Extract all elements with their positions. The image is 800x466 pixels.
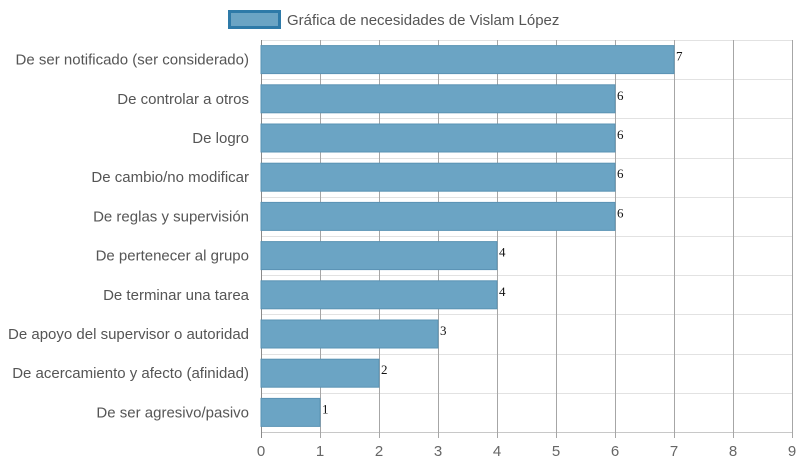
- value-label: 1: [322, 401, 329, 416]
- value-label: 4: [499, 284, 506, 299]
- bar-de-reglas-y-supervision: [260, 201, 616, 231]
- value-label: 6: [617, 166, 624, 181]
- bar-de-acercamiento-y-afecto-afinidad: [260, 358, 380, 388]
- bar-de-ser-notificado-ser-considerado: [260, 45, 675, 75]
- value-label: 6: [617, 88, 624, 103]
- bar-de-terminar-una-tarea: [260, 280, 498, 310]
- category-label: De controlar a otros: [117, 91, 249, 108]
- value-label: 6: [617, 205, 624, 220]
- x-tick-label: 1: [316, 443, 324, 460]
- legend-label: Gráfica de necesidades de Vislam López: [287, 12, 559, 29]
- x-tick-label: 6: [611, 443, 619, 460]
- value-label: 2: [381, 362, 388, 377]
- x-tick-label: 8: [729, 443, 737, 460]
- labels: 0 1 2 3 4 5 6 7 8 9 De ser notificado (ser conside…: [8, 49, 796, 460]
- x-tick-label: 9: [788, 443, 796, 460]
- x-tick-label: 4: [493, 443, 501, 460]
- legend-item[interactable]: Gráfica de necesidades de Vislam López: [228, 10, 560, 30]
- x-tick-label: 0: [257, 443, 265, 460]
- bar-de-logro: [260, 123, 616, 153]
- category-label: De ser agresivo/pasivo: [96, 404, 249, 421]
- value-label: 7: [676, 49, 683, 64]
- x-tick-label: 2: [375, 443, 383, 460]
- value-label: 4: [499, 245, 506, 260]
- category-label: De apoyo del supervisor o autoridad: [8, 326, 249, 343]
- category-label: De reglas y supervisión: [93, 208, 249, 225]
- bar-de-controlar-a-otros: [260, 84, 616, 114]
- category-label: De ser notificado (ser considerado): [16, 52, 249, 69]
- bar-de-ser-agresivo-pasivo: [260, 397, 321, 427]
- x-tick-label: 3: [434, 443, 442, 460]
- x-tick-label: 7: [670, 443, 678, 460]
- legend-swatch: [228, 10, 281, 29]
- bar-de-pertenecer-al-grupo: [260, 241, 498, 271]
- category-label: De logro: [192, 130, 249, 147]
- x-tick-label: 5: [552, 443, 560, 460]
- category-label: De pertenecer al grupo: [96, 248, 249, 265]
- value-label: 3: [440, 323, 447, 338]
- bar-de-cambio-no-modificar: [260, 162, 616, 192]
- bar-de-apoyo-del-supervisor-o-autoridad: [260, 319, 439, 349]
- category-label: De terminar una tarea: [103, 287, 250, 304]
- category-label: De cambio/no modificar: [91, 169, 249, 186]
- category-label: De acercamiento y afecto (afinidad): [12, 365, 249, 382]
- value-label: 6: [617, 127, 624, 142]
- bars: [260, 45, 675, 427]
